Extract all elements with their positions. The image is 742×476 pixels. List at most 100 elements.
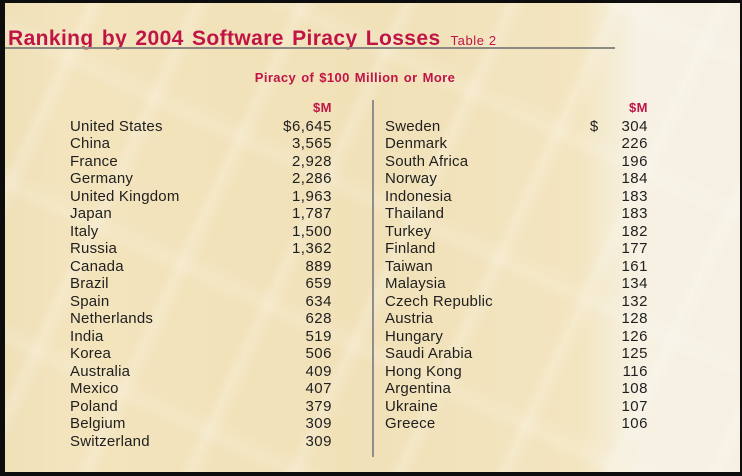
table-row: Spain 634 (70, 293, 332, 311)
loss-value: 2,286 (291, 170, 332, 187)
country-name: China (70, 135, 111, 152)
table-row: Netherlands 628 (70, 310, 332, 328)
page-title: Ranking by 2004 Software Piracy Losses (8, 27, 441, 50)
loss-value: 107 (621, 397, 648, 415)
loss-value: 889 (305, 257, 332, 275)
left-rows-container: United States $6,645 China 3,565 France 2,928… (70, 118, 332, 451)
country-name: Japan (70, 205, 112, 222)
title-underline (5, 47, 615, 49)
loss-value: 519 (305, 327, 332, 345)
loss-value: 1,787 (291, 205, 332, 222)
loss-value: 161 (621, 257, 648, 275)
country-name: Turkey (385, 222, 432, 240)
table-row: Czech Republic 132 (385, 293, 648, 311)
table-row: Malaysia 134 (385, 275, 648, 293)
table-row: United States $6,645 (70, 118, 332, 136)
loss-value: 309 (305, 415, 332, 432)
table-row: Argentina 108 (385, 380, 648, 398)
currency-prefix: $ (589, 117, 599, 135)
country-name: Taiwan (385, 257, 433, 275)
country-name: South Africa (385, 152, 469, 170)
country-name: Indonesia (385, 187, 452, 205)
loss-value: 304 (621, 117, 648, 135)
country-name: France (70, 152, 118, 170)
country-name: Canada (70, 257, 124, 275)
loss-value: 116 (622, 362, 648, 380)
loss-value: 628 (305, 310, 332, 327)
loss-value: 1,500 (291, 222, 332, 240)
country-name: Italy (70, 222, 99, 240)
table-row: Korea 506 (70, 345, 332, 363)
country-name: Norway (385, 170, 438, 187)
table-row: Hong Kong 116 (385, 363, 648, 381)
table-header-row: $M (385, 98, 648, 117)
table-row: United Kingdom 1,963 (70, 188, 332, 206)
country-name: Mexico (70, 380, 119, 397)
table-row: India 519 (70, 328, 332, 346)
column-divider (372, 100, 374, 457)
table-row: Brazil 659 (70, 275, 332, 293)
loss-value: 177 (621, 240, 648, 257)
table-row: Greece 106 (385, 415, 648, 433)
table-row: Hungary 126 (385, 328, 648, 346)
loss-value: 226 (621, 135, 648, 152)
country-name: Switzerland (70, 432, 150, 450)
loss-value: 1,963 (291, 187, 332, 205)
loss-value: 634 (305, 292, 332, 310)
table-row: Russia 1,362 (70, 240, 332, 258)
table-row: Norway 184 (385, 170, 648, 188)
loss-value: 125 (621, 345, 648, 362)
loss-value: 183 (621, 205, 648, 222)
loss-value: 182 (621, 222, 648, 240)
loss-value: 106 (621, 415, 648, 432)
loss-value: 132 (621, 292, 648, 310)
table-row: Indonesia 183 (385, 188, 648, 206)
table-row: Germany 2,286 (70, 170, 332, 188)
country-name: Argentina (385, 380, 452, 397)
table-left-column: $M United States $6,645 China 3,565 France 2,… (70, 98, 332, 450)
country-name: Brazil (70, 275, 109, 292)
table-row: Switzerland 309 (70, 433, 332, 451)
country-name: Netherlands (70, 310, 154, 327)
table-row: France 2,928 (70, 153, 332, 171)
subtitle: Piracy of $100 Million or More (254, 70, 456, 85)
table-row: China 3,565 (70, 135, 332, 153)
table-row: Poland 379 (70, 398, 332, 416)
country-name: Austria (385, 310, 434, 327)
table-row: Ukraine 107 (385, 398, 648, 416)
loss-value: 134 (621, 275, 648, 292)
table-row: Australia 409 (70, 363, 332, 381)
table-row: Japan 1,787 (70, 205, 332, 223)
loss-value: 2,928 (291, 152, 332, 170)
country-name: Poland (70, 397, 118, 415)
table-right-column: $M Sweden $304 Denmark 226 South Africa 196 No… (385, 98, 648, 433)
table-row: Austria 128 (385, 310, 648, 328)
value-column-header: $M (628, 100, 648, 115)
loss-value: 1,362 (291, 240, 332, 257)
country-name: Saudi Arabia (385, 345, 473, 362)
value-column-header: $M (312, 100, 332, 115)
country-name: Germany (70, 170, 134, 187)
table-row: Saudi Arabia 125 (385, 345, 648, 363)
country-name: Korea (70, 345, 112, 362)
country-name: United States (70, 117, 163, 135)
table-row: Turkey 182 (385, 223, 648, 241)
table-row: Taiwan 161 (385, 258, 648, 276)
table-row: Finland 177 (385, 240, 648, 258)
loss-value: 128 (621, 310, 648, 327)
table-row: Canada 889 (70, 258, 332, 276)
country-name: Finland (385, 240, 436, 257)
country-name: Spain (70, 292, 110, 310)
country-name: Greece (385, 415, 436, 432)
table-number-label: Table 2 (450, 33, 497, 48)
table-row: South Africa 196 (385, 153, 648, 171)
loss-value: 379 (305, 397, 332, 415)
country-name: Ukraine (385, 397, 439, 415)
country-name: Russia (70, 240, 118, 257)
loss-value: $6,645 (283, 117, 332, 135)
loss-value: 3,565 (291, 135, 332, 152)
loss-value: 183 (621, 187, 648, 205)
country-name: India (70, 327, 104, 345)
table-row: Italy 1,500 (70, 223, 332, 241)
